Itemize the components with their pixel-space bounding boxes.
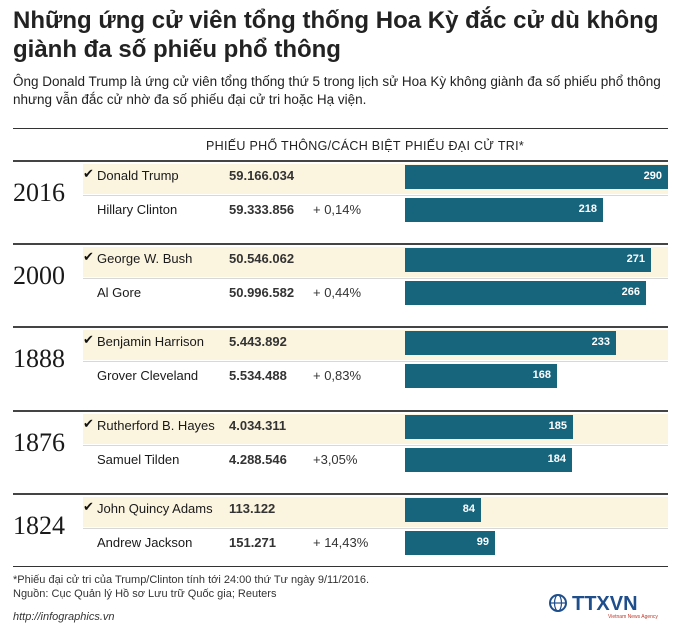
winner-name: George W. Bush: [97, 251, 193, 266]
popular-vote-margin: + 0,44%: [313, 285, 362, 300]
winner-popular-vote: 5.443.892: [229, 334, 287, 349]
header-electoral-vote: PHIẾU ĐẠI CỬ TRI*: [405, 139, 525, 153]
winner-popular-vote: 59.166.034: [229, 168, 295, 183]
row-divider: [83, 361, 668, 362]
loser-popular-vote: 151.271: [229, 535, 276, 550]
loser-name: Samuel Tilden: [97, 452, 180, 467]
header-popular-vote: PHIẾU PHỔ THÔNG/CÁCH BIỆT: [206, 139, 401, 153]
website-link[interactable]: http://infographics.vn: [13, 611, 115, 623]
winner-popular-vote: 4.034.311: [229, 418, 287, 433]
loser-popular-vote: 5.534.488: [229, 368, 287, 383]
winner-check-icon: ✔: [83, 249, 94, 264]
loser-electoral-bar: 168: [405, 364, 557, 388]
loser-electoral-label: 266: [621, 286, 640, 298]
election-group-1888: 1888 ✔ Benjamin Harrison 5.443.892 233 Grover…: [13, 326, 668, 398]
winner-electoral-bar: 84: [405, 498, 481, 522]
loser-name: Grover Cleveland: [97, 368, 199, 383]
group-separator: [13, 493, 668, 495]
election-year: 2000: [13, 261, 65, 290]
winner-electoral-bar: 185: [405, 415, 573, 439]
winner-electoral-bar: 233: [405, 331, 616, 355]
election-group-2000: 2000 ✔ George W. Bush 50.546.062 271 Al Gore 5…: [13, 243, 668, 315]
popular-vote-margin: + 0,14%: [313, 202, 362, 217]
winner-electoral-bar: 271: [405, 248, 651, 272]
winner-name: Donald Trump: [97, 168, 179, 183]
election-year: 2016: [13, 178, 65, 207]
winner-check-icon: ✔: [83, 332, 94, 347]
winner-electoral-bar: 290: [405, 165, 668, 189]
winner-name: Benjamin Harrison: [97, 334, 204, 349]
winner-electoral-label: 84: [462, 503, 475, 515]
loser-popular-vote: 50.996.582: [229, 285, 295, 300]
loser-name: Hillary Clinton: [97, 202, 178, 217]
winner-popular-vote: 113.122: [229, 501, 276, 516]
top-rule: [13, 128, 668, 129]
loser-electoral-label: 218: [578, 203, 597, 215]
footnote: *Phiếu đại cử tri của Trump/Clinton tính…: [13, 574, 370, 586]
winner-row-highlight: [83, 497, 668, 527]
loser-electoral-bar: 99: [405, 531, 495, 555]
winner-electoral-label: 271: [626, 253, 645, 265]
row-divider: [83, 195, 668, 196]
winner-check-icon: ✔: [83, 499, 94, 514]
popular-vote-margin: +3,05%: [313, 452, 358, 467]
page-subtitle: Ông Donald Trump là ứng cử viên tổng thố…: [13, 74, 661, 107]
loser-electoral-bar: 184: [405, 448, 572, 472]
winner-name: John Quincy Adams: [97, 501, 213, 516]
winner-popular-vote: 50.546.062: [229, 251, 295, 266]
winner-check-icon: ✔: [83, 166, 94, 181]
winner-check-icon: ✔: [83, 416, 94, 431]
election-group-1876: 1876 ✔ Rutherford B. Hayes 4.034.311 185 Samu…: [13, 410, 668, 482]
row-divider: [83, 278, 668, 279]
globe-icon: [549, 594, 567, 612]
row-divider: [83, 528, 668, 529]
group-separator: [13, 243, 668, 245]
loser-electoral-label: 184: [547, 453, 566, 465]
loser-name: Al Gore: [97, 285, 142, 300]
election-year: 1824: [13, 511, 65, 540]
winner-electoral-label: 290: [643, 170, 662, 182]
row-divider: [83, 445, 668, 446]
winner-name: Rutherford B. Hayes: [97, 418, 215, 433]
popular-vote-margin: + 0,83%: [313, 368, 362, 383]
loser-electoral-label: 168: [532, 369, 551, 381]
loser-electoral-bar: 218: [405, 198, 603, 222]
group-separator: [13, 160, 668, 162]
loser-popular-vote: 59.333.856: [229, 202, 295, 217]
election-year: 1876: [13, 428, 65, 457]
group-separator: [13, 326, 668, 328]
loser-electoral-label: 99: [476, 536, 489, 548]
winner-electoral-label: 185: [548, 420, 567, 432]
election-year: 1888: [13, 344, 65, 373]
logo-text: TTXVN: [572, 593, 638, 615]
loser-name: Andrew Jackson: [97, 535, 193, 550]
election-group-2016: 2016 ✔ Donald Trump 59.166.034 290 Hillary Cl…: [13, 160, 668, 232]
loser-electoral-bar: 266: [405, 281, 646, 305]
source-note: Nguồn: Cục Quản lý Hồ sơ Lưu trữ Quốc gi…: [13, 588, 277, 600]
ttxvn-logo: TTXVN Vietnam News Agency: [549, 593, 658, 620]
logo-subtext: Vietnam News Agency: [608, 614, 658, 620]
loser-popular-vote: 4.288.546: [229, 452, 287, 467]
group-separator: [13, 410, 668, 412]
popular-vote-margin: + 14,43%: [313, 535, 369, 550]
winner-electoral-label: 233: [591, 336, 610, 348]
bottom-rule: [13, 566, 668, 567]
election-group-1824: 1824 ✔ John Quincy Adams 113.122 84 Andrew Ja…: [13, 493, 668, 565]
page-title: Những ứng cử viên tổng thống Hoa Kỳ đắc …: [13, 7, 659, 63]
